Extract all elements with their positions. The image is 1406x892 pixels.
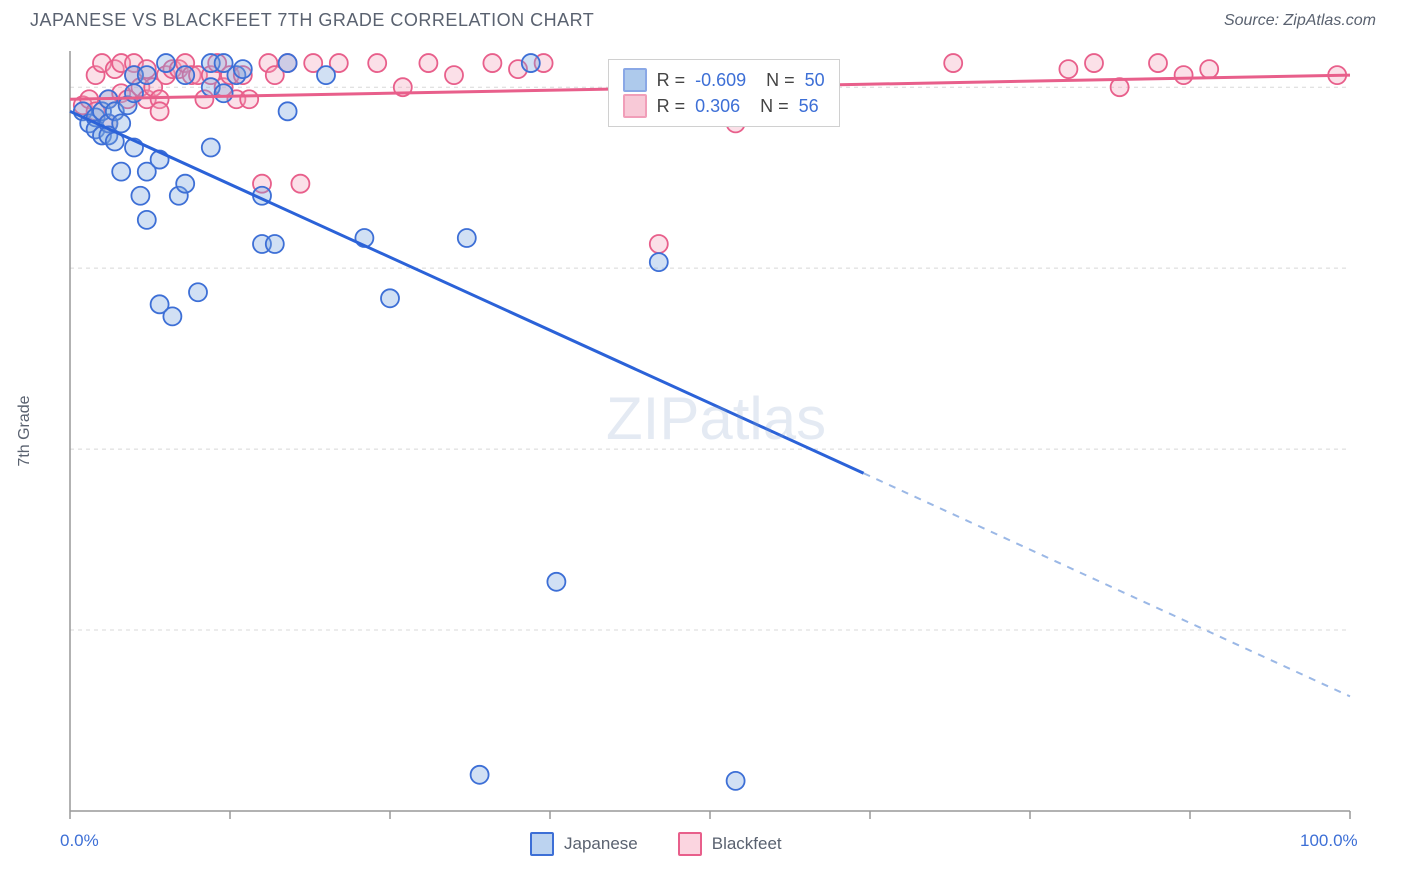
chart-title: JAPANESE VS BLACKFEET 7TH GRADE CORRELAT…	[30, 10, 594, 31]
stat-n-value: 56	[799, 96, 819, 117]
stat-n-label: N =	[750, 96, 789, 117]
legend-swatch	[530, 832, 554, 856]
legend-swatch	[678, 832, 702, 856]
legend-label: Blackfeet	[712, 834, 782, 854]
legend-item: Japanese	[530, 832, 638, 856]
legend-item: Blackfeet	[678, 832, 782, 856]
stat-r-value: -0.609	[695, 70, 746, 91]
stat-swatch	[623, 94, 647, 118]
stat-r-label: R =	[657, 70, 686, 91]
stat-r-value: 0.306	[695, 96, 740, 117]
legend-label: Japanese	[564, 834, 638, 854]
x-axis-end-label: 100.0%	[1300, 831, 1358, 851]
stat-n-value: 50	[805, 70, 825, 91]
stat-swatch	[623, 68, 647, 92]
bottom-legend: Japanese Blackfeet	[530, 832, 782, 856]
scatter-chart	[60, 41, 1360, 821]
stat-n-label: N =	[756, 70, 795, 91]
y-axis-label: 7th Grade	[16, 395, 34, 466]
stat-row: R = -0.609 N = 50	[623, 68, 825, 92]
source-label: Source: ZipAtlas.com	[1224, 12, 1376, 30]
stat-row: R = 0.306 N = 56	[623, 94, 825, 118]
plot-area: 7th Grade ZIPatlas R = -0.609 N = 50R = …	[60, 41, 1406, 821]
stat-r-label: R =	[657, 96, 686, 117]
correlation-stats-box: R = -0.609 N = 50R = 0.306 N = 56	[608, 59, 840, 127]
x-axis-start-label: 0.0%	[60, 831, 99, 851]
